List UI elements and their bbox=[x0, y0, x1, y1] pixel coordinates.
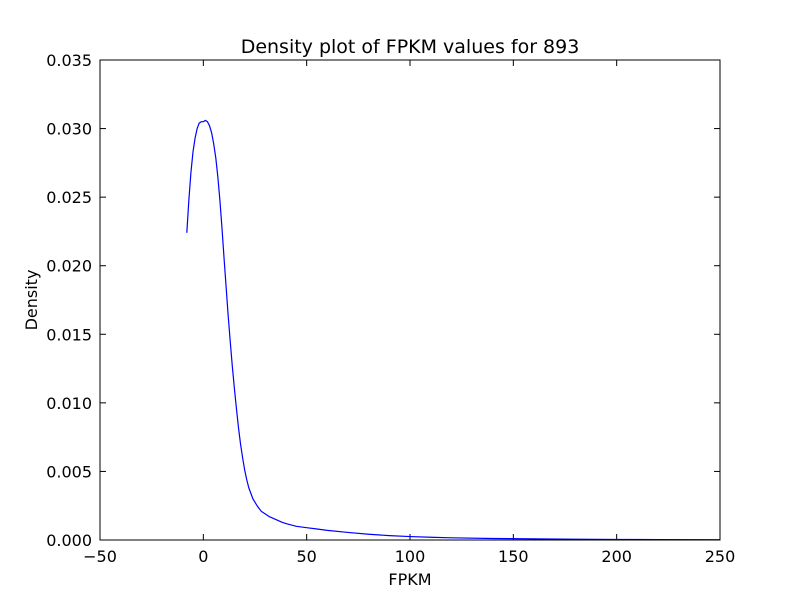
x-tick-label: 100 bbox=[395, 547, 426, 566]
plot-frame bbox=[99, 59, 721, 541]
y-tick-label: 0.005 bbox=[46, 462, 92, 481]
x-tick-label: 50 bbox=[296, 547, 316, 566]
density-line-0 bbox=[186, 119, 721, 541]
y-tick-label: 0.000 bbox=[46, 531, 92, 550]
y-tick-label: 0.035 bbox=[46, 51, 92, 70]
x-tick-label: 250 bbox=[705, 547, 736, 566]
x-tick-label: −50 bbox=[83, 547, 117, 566]
y-tick-label: 0.025 bbox=[46, 188, 92, 207]
y-tick-label: 0.020 bbox=[46, 257, 92, 276]
x-tick-label: 150 bbox=[498, 547, 529, 566]
x-tick-label: 200 bbox=[601, 547, 632, 566]
y-tick-label: 0.010 bbox=[46, 394, 92, 413]
x-axis-title: FPKM bbox=[388, 570, 431, 589]
x-tick-label: 0 bbox=[198, 547, 208, 566]
y-tick-label: 0.030 bbox=[46, 120, 92, 139]
chart-title: Density plot of FPKM values for 893 bbox=[241, 36, 580, 58]
series-layer bbox=[186, 119, 721, 541]
x-axis: −50 0 50 100 150 200 250 bbox=[83, 60, 735, 566]
y-tick-label: 0.015 bbox=[46, 325, 92, 344]
y-axis: 0.000 0.005 0.010 0.015 0.020 0.025 0.030 0.035 bbox=[46, 51, 720, 550]
y-axis-title: Density bbox=[22, 270, 41, 331]
